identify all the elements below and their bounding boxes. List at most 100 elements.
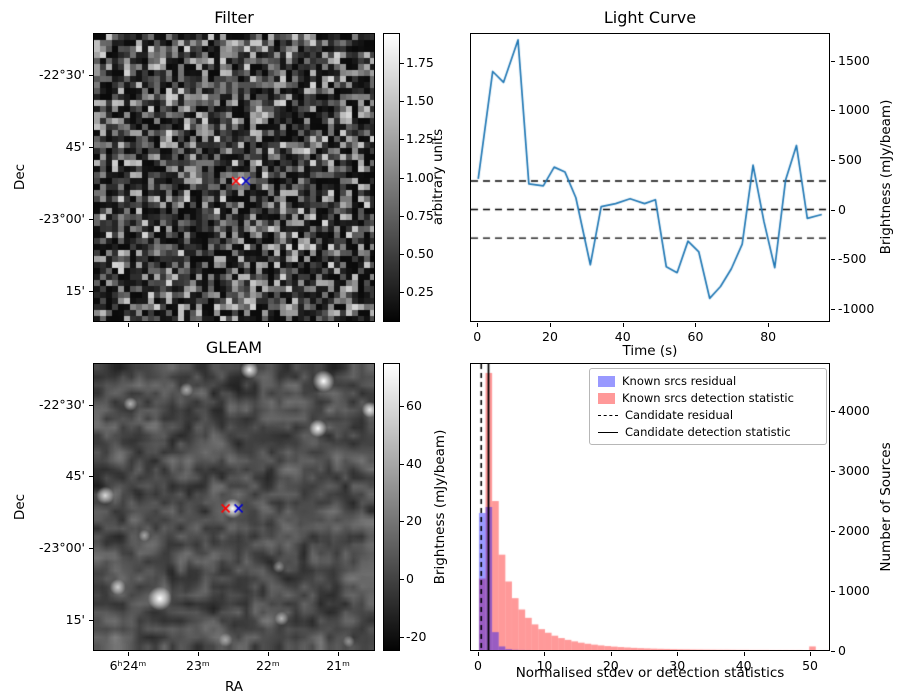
light-curve-y-tick — [831, 309, 835, 311]
gleam-x-tick — [127, 652, 129, 656]
light-curve-y-tick-label: 0 — [838, 201, 846, 217]
filter-image — [94, 34, 374, 321]
light-curve-y-tick — [831, 209, 835, 211]
filter-title: Filter — [214, 8, 254, 27]
filter-y-tick — [89, 74, 93, 76]
gleam-x-tick-label: 6ʰ24ᵐ — [109, 658, 147, 673]
light-curve-title: Light Curve — [603, 8, 697, 27]
histogram-x-tick-label: 40 — [735, 658, 752, 673]
light-curve-x-tick-label: 0 — [473, 329, 482, 344]
light-curve-x-tick — [695, 323, 697, 327]
legend-item-candidate-residual: Candidate residual — [598, 408, 818, 422]
gleam-xlabel: RA — [224, 679, 244, 695]
gleam-colorbar-tick — [400, 521, 404, 523]
gleam-y-tick-label: 45' — [65, 468, 85, 484]
light-curve-y-tick-label: -1000 — [838, 301, 875, 317]
legend-dashed-line-sample — [598, 414, 618, 416]
gleam-y-tick — [89, 620, 93, 622]
histogram-y-tick-label: 2000 — [838, 523, 870, 538]
gleam-colorbar-tick-label: -20 — [406, 628, 427, 644]
histogram-legend: Known srcs residual Known srcs detection… — [589, 368, 827, 445]
filter-colorbar-tick — [400, 291, 404, 293]
filter-x-tick — [197, 323, 199, 327]
gleam-colorbar-tick-label: 0 — [406, 571, 414, 586]
filter-y-tick — [89, 146, 93, 148]
gleam-image — [94, 364, 374, 650]
light-curve-y-tick — [831, 259, 835, 261]
histogram-x-tick-label: 50 — [802, 658, 819, 673]
filter-y-tick-label: 45' — [65, 138, 85, 154]
histogram-y-tick-label: 4000 — [838, 403, 870, 418]
light-curve-x-tick — [768, 323, 770, 327]
histogram-x-tick — [810, 652, 812, 656]
filter-ylabel: Dec — [12, 163, 28, 191]
legend-label: Candidate detection statistic — [625, 425, 791, 439]
gleam-colorbar-tick-label: 20 — [406, 513, 422, 529]
gleam-y-tick — [89, 476, 93, 478]
light-curve-ylabel: Brightness (mJy/beam) — [878, 99, 894, 255]
light-curve-x-tick-label: 60 — [687, 329, 704, 344]
filter-colorbar-tick — [400, 139, 404, 141]
legend-item-candidate-detection: Candidate detection statistic — [598, 425, 818, 439]
histogram-y-tick — [831, 591, 835, 592]
gleam-colorbar-tick — [400, 406, 404, 408]
light-curve-x-tick — [477, 323, 479, 327]
gleam-colorbar-tick — [400, 463, 404, 465]
histogram-x-tick — [544, 652, 546, 656]
filter-colorbar-tick-label: 1.50 — [406, 93, 434, 109]
light-curve-x-tick-label: 20 — [542, 329, 558, 344]
filter-y-tick — [89, 219, 93, 221]
legend-label: Known srcs detection statistic — [622, 391, 794, 405]
filter-colorbar-tick-label: 0.50 — [406, 245, 434, 261]
gleam-colorbar-tick — [400, 636, 404, 638]
light-curve-x-tick — [622, 323, 624, 327]
gleam-plot-area — [93, 363, 375, 651]
gleam-x-tick — [338, 652, 340, 656]
histogram-x-tick — [477, 652, 479, 656]
gleam-x-tick-label: 22ᵐ — [255, 658, 280, 673]
filter-y-tick — [89, 291, 93, 293]
filter-y-tick-label: 15' — [65, 283, 85, 299]
filter-colorbar-tick — [400, 177, 404, 179]
gleam-x-tick — [197, 652, 199, 656]
filter-y-tick-label: -23°00' — [38, 211, 85, 227]
filter-plot-area — [93, 33, 375, 322]
gleam-colorbar — [383, 363, 400, 651]
light-curve-y-tick — [831, 110, 835, 112]
histogram-xlabel: Normalised stdev or detection statistics — [515, 665, 785, 681]
histogram-x-tick-label: 20 — [602, 658, 619, 673]
legend-solid-line-sample — [598, 431, 618, 433]
histogram-y-tick — [831, 411, 835, 412]
gleam-colorbar-tick — [400, 579, 404, 580]
light-curve-xlabel: Time (s) — [622, 343, 678, 359]
histogram-y-tick-label: 0 — [838, 643, 846, 658]
gleam-colorbar-tick-label: 40 — [406, 455, 422, 471]
filter-colorbar-tick-label: 1.00 — [406, 169, 434, 185]
light-curve-y-tick-label: -500 — [838, 251, 867, 267]
legend-label: Candidate residual — [625, 408, 734, 422]
gleam-y-tick-label: -22°30' — [38, 396, 85, 412]
histogram-y-tick-label: 1000 — [838, 583, 870, 598]
light-curve-y-tick-label: 1000 — [838, 102, 870, 118]
light-curve-y-tick — [831, 160, 835, 162]
filter-x-tick — [267, 323, 269, 327]
filter-colorbar-tick-label: 0.75 — [406, 207, 434, 223]
legend-swatch-blue — [598, 375, 615, 387]
filter-x-tick — [338, 323, 340, 327]
filter-y-tick-label: -22°30' — [38, 66, 85, 82]
histogram-y-tick — [831, 471, 835, 472]
gleam-title: GLEAM — [205, 338, 263, 357]
histogram-x-tick-label: 0 — [473, 658, 482, 673]
legend-swatch-pink — [598, 392, 615, 404]
light-curve-y-tick-label: 1500 — [838, 52, 870, 68]
histogram-y-tick — [831, 651, 835, 652]
gleam-y-tick — [89, 404, 93, 406]
gleam-ylabel: Dec — [12, 493, 28, 521]
legend-label: Known srcs residual — [622, 374, 737, 388]
filter-colorbar-tick-label: 1.75 — [406, 55, 434, 71]
light-curve-plot-area — [470, 33, 830, 322]
histogram-x-tick — [610, 652, 612, 656]
histogram-x-tick-label: 10 — [536, 658, 553, 673]
gleam-y-tick-label: 15' — [65, 612, 85, 628]
light-curve-plot — [471, 34, 829, 321]
